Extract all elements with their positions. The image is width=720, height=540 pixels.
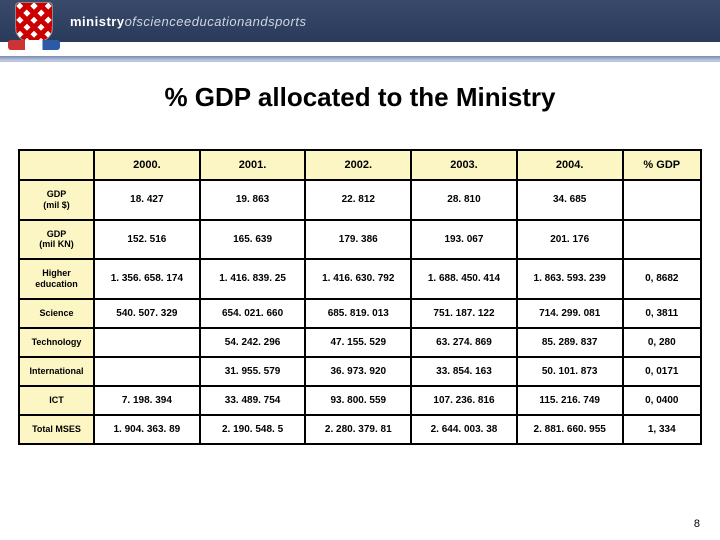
table-cell: 115. 216. 749 [517,386,623,415]
col-header: % GDP [623,150,701,180]
table-cell: 34. 685 [517,180,623,220]
wordmark-rest: ofscienceeducationandsports [125,14,307,29]
table-cell: 93. 800. 559 [305,386,411,415]
table-head: 2000.2001.2002.2003.2004.% GDP [19,150,701,180]
table-cell: 540. 507. 329 [94,299,200,328]
data-table-wrap: 2000.2001.2002.2003.2004.% GDP GDP(mil $… [0,149,720,445]
table-cell [623,220,701,260]
table-cell: 18. 427 [94,180,200,220]
table-body: GDP(mil $)18. 42719. 86322. 81228. 81034… [19,180,701,444]
table-cell: 714. 299. 081 [517,299,623,328]
table-cell: 201. 176 [517,220,623,260]
col-header: 2000. [94,150,200,180]
slide-header: ministryofscienceeducationandsports [0,0,720,42]
table-cell: 2. 881. 660. 955 [517,415,623,444]
table-cell: 685. 819. 013 [305,299,411,328]
table-cell: 654. 021. 660 [200,299,306,328]
table-cell: 1. 863. 593. 239 [517,259,623,299]
croatia-crest-icon [8,2,60,54]
table-cell: 2. 644. 003. 38 [411,415,517,444]
table-cell: 107. 236. 816 [411,386,517,415]
table-cell [623,180,701,220]
table-cell: 751. 187. 122 [411,299,517,328]
table-cell: 0, 0171 [623,357,701,386]
row-label: Technology [19,328,94,357]
table-row: Science540. 507. 329654. 021. 660685. 81… [19,299,701,328]
row-label: GDP(mil $) [19,180,94,220]
col-header: 2001. [200,150,306,180]
table-cell: 1. 688. 450. 414 [411,259,517,299]
table-cell: 2. 280. 379. 81 [305,415,411,444]
slide-title: % GDP allocated to the Ministry [0,82,720,113]
table-cell: 179. 386 [305,220,411,260]
row-label: International [19,357,94,386]
row-label: Highereducation [19,259,94,299]
wordmark-strong: ministry [70,14,125,29]
row-label: GDP(mil KN) [19,220,94,260]
page-number: 8 [694,518,700,530]
row-label: Total MSES [19,415,94,444]
table-cell: 2. 190. 548. 5 [200,415,306,444]
table-cell: 1. 416. 630. 792 [305,259,411,299]
table-cell: 165. 639 [200,220,306,260]
table-cell: 63. 274. 869 [411,328,517,357]
table-row: ICT7. 198. 39433. 489. 75493. 800. 55910… [19,386,701,415]
table-cell [94,357,200,386]
table-cell: 1, 334 [623,415,701,444]
table-cell: 19. 863 [200,180,306,220]
table-cell: 31. 955. 579 [200,357,306,386]
table-cell: 152. 516 [94,220,200,260]
col-header-rowlabel [19,150,94,180]
table-cell: 33. 489. 754 [200,386,306,415]
table-row: GDP(mil KN)152. 516165. 639179. 386193. … [19,220,701,260]
table-cell: 1. 416. 839. 25 [200,259,306,299]
table-cell: 47. 155. 529 [305,328,411,357]
table-cell: 0, 0400 [623,386,701,415]
table-cell: 0, 280 [623,328,701,357]
col-header: 2004. [517,150,623,180]
col-header: 2002. [305,150,411,180]
table-cell: 33. 854. 163 [411,357,517,386]
table-row: International 31. 955. 57936. 973. 92033.… [19,357,701,386]
table-cell: 1. 356. 658. 174 [94,259,200,299]
table-cell: 54. 242. 296 [200,328,306,357]
table-cell [94,328,200,357]
col-header: 2003. [411,150,517,180]
table-cell: 7. 198. 394 [94,386,200,415]
ministry-wordmark: ministryofscienceeducationandsports [70,14,306,29]
table-cell: 50. 101. 873 [517,357,623,386]
table-cell: 36. 973. 920 [305,357,411,386]
table-cell: 85. 289. 837 [517,328,623,357]
table-cell: 28. 810 [411,180,517,220]
table-cell: 0, 8682 [623,259,701,299]
row-label: Science [19,299,94,328]
row-label: ICT [19,386,94,415]
table-row: GDP(mil $)18. 42719. 86322. 81228. 81034… [19,180,701,220]
table-cell: 0, 3811 [623,299,701,328]
table-cell: 193. 067 [411,220,517,260]
table-cell: 1. 904. 363. 89 [94,415,200,444]
gdp-allocation-table: 2000.2001.2002.2003.2004.% GDP GDP(mil $… [18,149,702,445]
table-row: Highereducation1. 356. 658. 1741. 416. 8… [19,259,701,299]
header-divider [0,56,720,62]
table-row: Total MSES1. 904. 363. 892. 190. 548. 52… [19,415,701,444]
table-cell: 22. 812 [305,180,411,220]
table-row: Technology 54. 242. 29647. 155. 52963. 27… [19,328,701,357]
